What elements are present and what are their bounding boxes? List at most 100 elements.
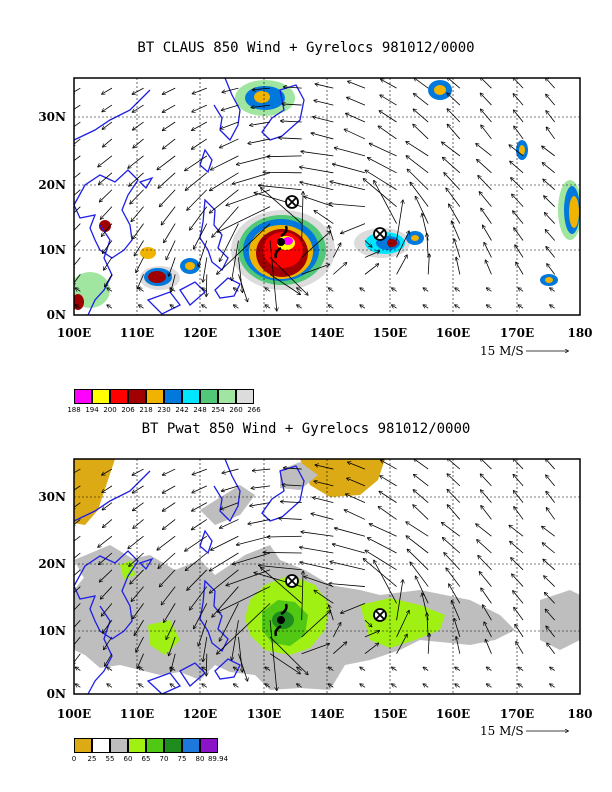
wind-vector [194,603,208,628]
wind-vector [396,255,407,275]
colorbar-swatch [110,738,128,753]
wind-vector [166,619,176,639]
colorbar-label: 266 [247,406,261,414]
colorbar-swatch [164,389,182,404]
wind-vector [192,121,208,130]
wind-vector [74,138,81,146]
wind-vector [546,492,556,503]
wind-vector [74,636,81,648]
wind-vector [509,525,524,537]
wind-vector [210,189,239,213]
wind-vector [392,684,397,688]
wind-vector [422,214,429,241]
wind-vector [190,206,208,230]
wind-vector [477,540,492,554]
wind-vector [76,684,81,688]
wind-vector [347,98,366,106]
colorbar-swatch [182,738,200,753]
lon-tick: 130E [247,707,281,721]
wind-vector [74,87,81,93]
lon-tick: 120E [183,326,217,340]
wind-vector [392,667,397,671]
wind-vector [137,274,144,288]
wind-vector [546,127,556,140]
wind-vector [407,169,429,191]
wind-vector [518,288,524,292]
colorbar-swatch [236,389,254,404]
wind-vector [102,603,113,616]
wind-vector [100,569,113,582]
wind-vector [547,264,556,275]
wind-vector [414,78,429,89]
wind-vector [364,240,372,247]
colorbar-label: 218 [139,406,153,414]
wind-vector [163,121,176,130]
colorbar-label: 206 [121,406,135,414]
wind-vector [237,535,271,545]
wind-vector [443,538,461,554]
wind-vector [281,502,302,503]
wind-vector [455,305,461,309]
wind-vector [210,552,239,571]
lon-tick: 120E [183,707,217,721]
wind-vector [269,636,308,674]
wind-vector [74,519,81,526]
wind-vector [477,160,492,174]
wind-vector [542,146,555,157]
wind-vector [374,561,397,604]
wind-vector [550,288,555,292]
wind-vector [233,172,271,184]
wind-vector [486,640,492,654]
wind-vector [74,468,81,474]
wind-vector [74,619,81,631]
wind-vector [261,568,302,604]
wind-vector [550,305,555,309]
colorbar-label: 194 [85,406,99,414]
wind-vector [546,459,555,470]
wind-vector [370,144,397,157]
wind-vector [515,245,524,258]
wind-vector [103,519,113,527]
wind-vector [192,485,207,493]
panel-1-gyre-markers [285,195,387,241]
wind-vector [193,87,207,93]
wind-vector [442,142,461,157]
colorbar-label: 260 [229,406,243,414]
wind-vector [442,523,461,537]
wind-vector [105,274,113,286]
wind-vector [250,121,271,125]
wind-vector [443,158,461,174]
wind-vector [186,172,208,190]
wind-vector [269,620,277,690]
wind-vector [203,636,208,661]
wind-vector [171,274,176,291]
wind-vector [206,653,207,676]
wind-vector [102,468,113,475]
wind-vector [267,156,302,157]
wind-vector [456,258,461,275]
wind-vector [447,459,461,470]
wind-vector [449,584,461,604]
wind-vector [481,125,492,140]
wind-vector [314,481,334,487]
wind-vector [74,104,81,111]
wind-vector [487,288,492,292]
wind-vector [407,549,429,571]
wind-vector [509,145,524,157]
wind-vector [105,653,113,666]
wind-vector [297,288,302,292]
wind-vector [346,114,366,123]
wind-vector [170,684,176,688]
wind-vector [164,223,176,243]
colorbar-label: 25 [87,755,97,763]
wind-vector [218,586,271,612]
colorbar-label: 200 [103,406,117,414]
lon-tick: 140E [310,326,344,340]
wind-vector [315,84,334,89]
wind-vector [304,197,334,208]
wind-vector [380,95,397,106]
wind-vector [345,129,366,140]
wind-vector [133,485,144,493]
wind-vector [483,225,492,241]
wind-vector [396,200,403,241]
